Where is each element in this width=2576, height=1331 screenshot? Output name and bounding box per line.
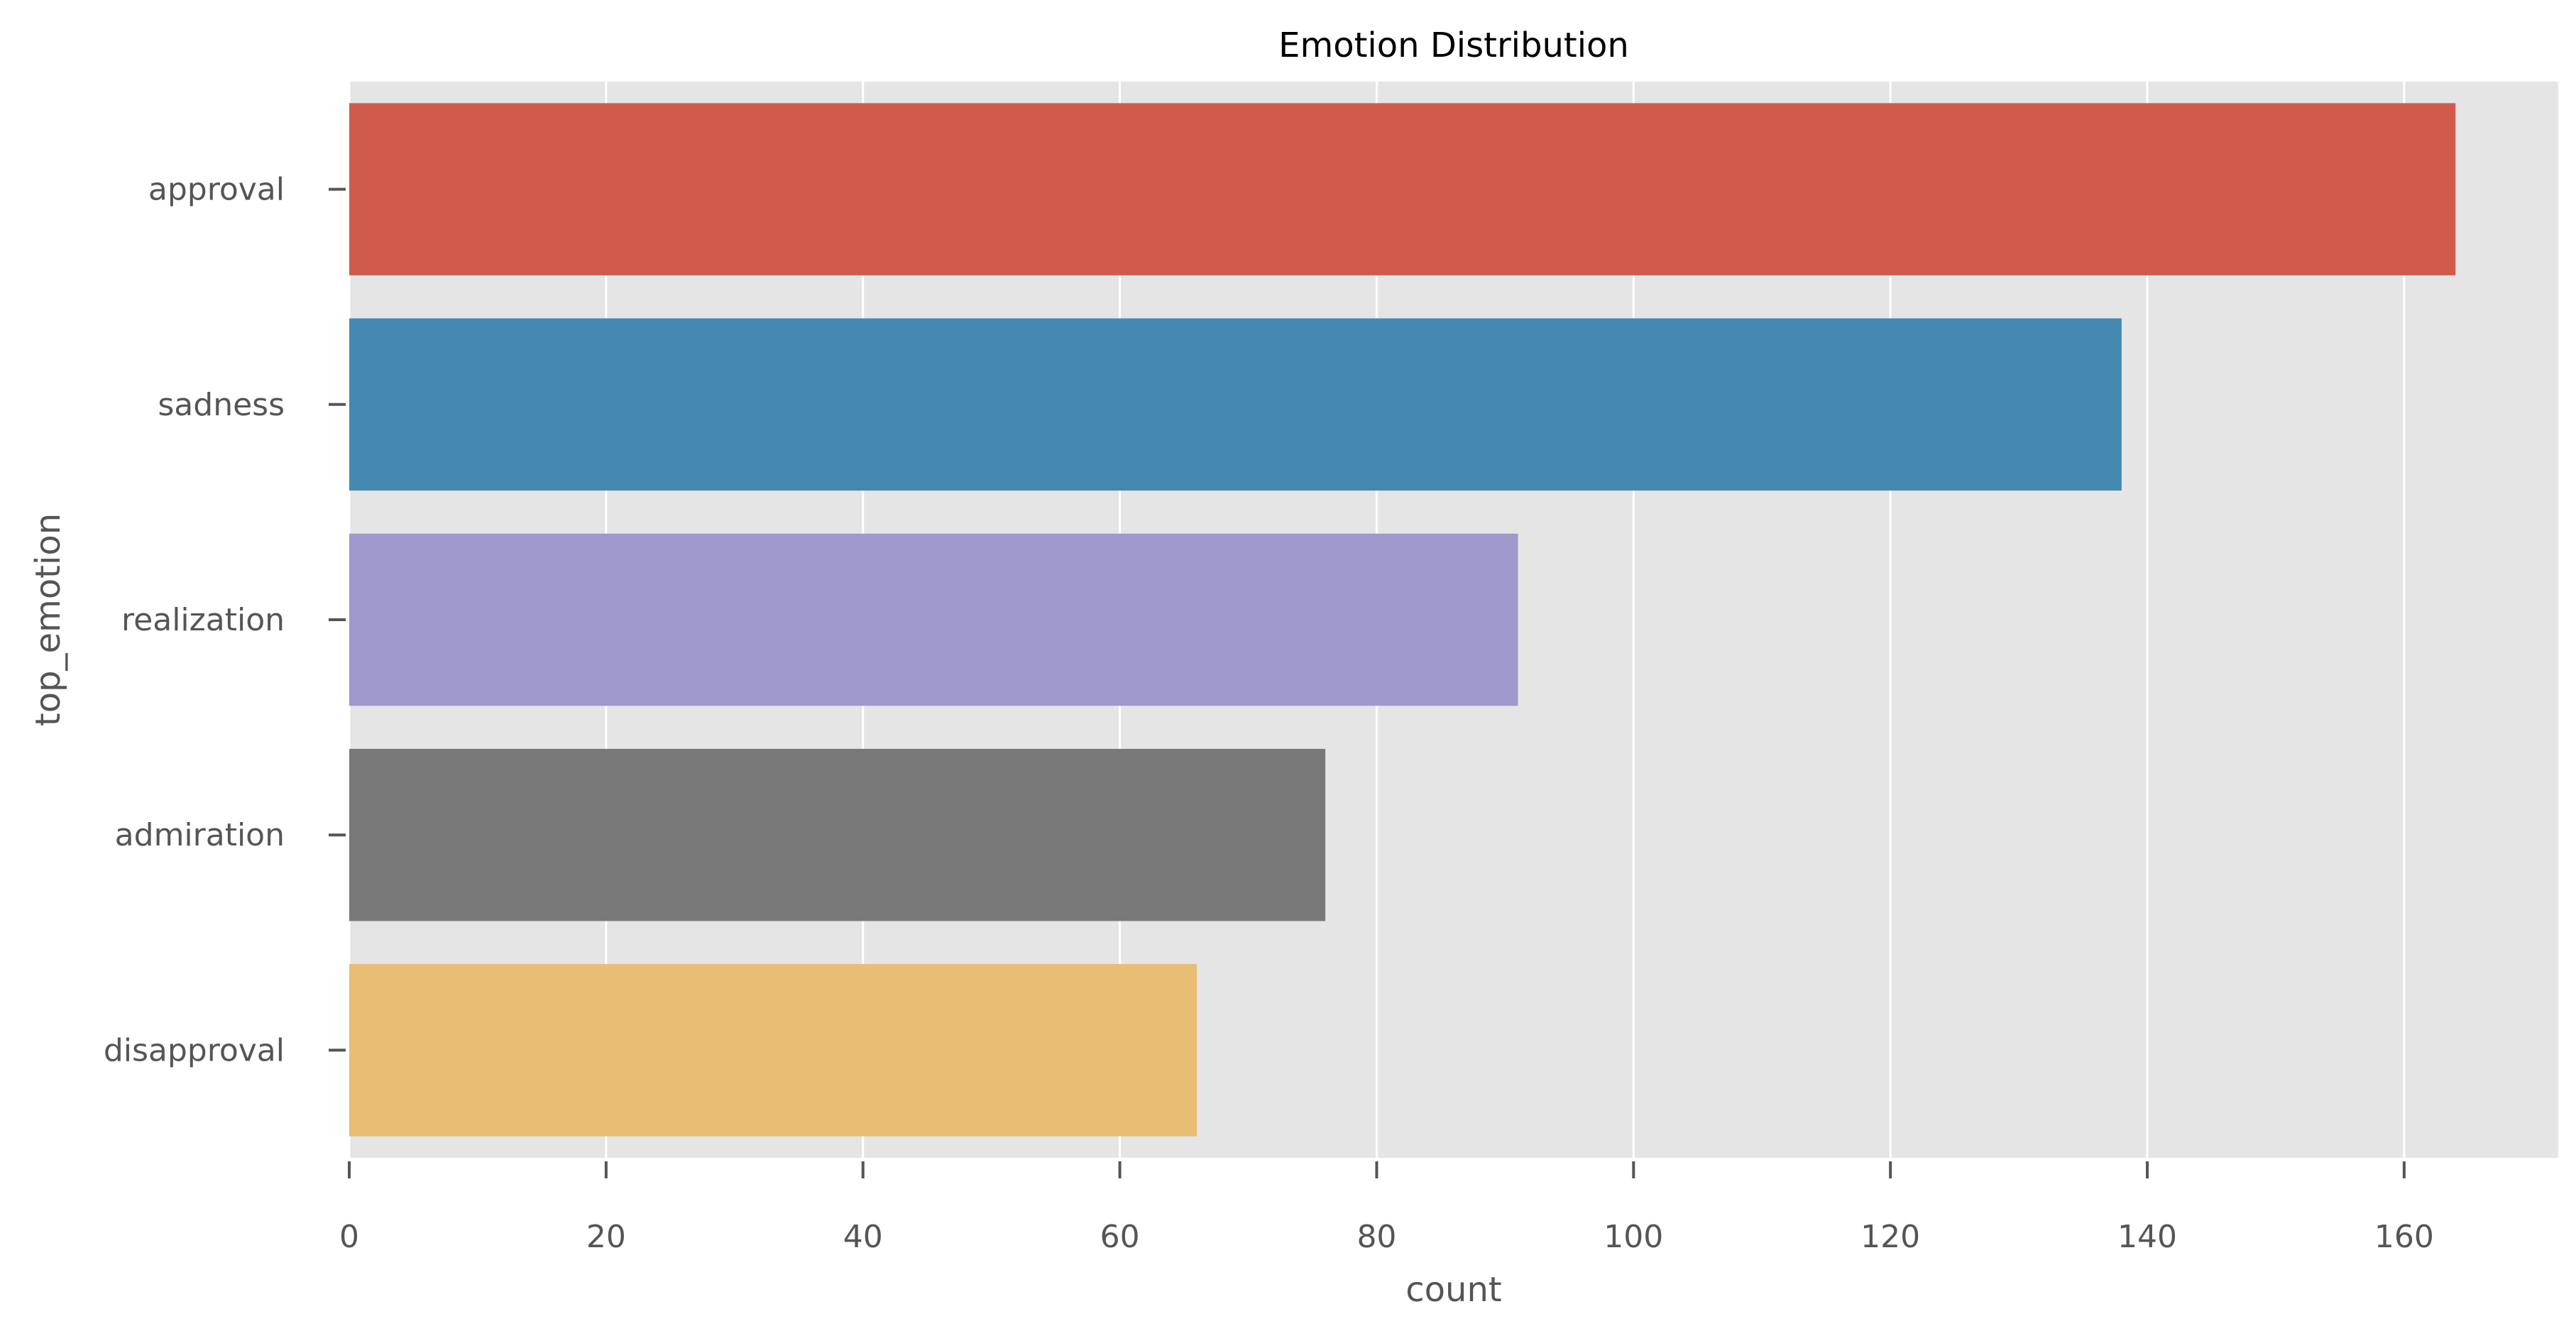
- bar-admiration: [349, 748, 1326, 921]
- x-tick-label: 80: [1356, 1219, 1396, 1255]
- x-tick-label: 140: [2117, 1219, 2177, 1255]
- bar-approval: [349, 103, 2456, 275]
- x-tick-label: 20: [586, 1219, 626, 1255]
- y-axis-label: top_emotion: [28, 513, 68, 726]
- y-tick-label: disapproval: [104, 1032, 285, 1068]
- y-tick-label: admiration: [115, 817, 285, 853]
- x-tick-label: 40: [843, 1219, 883, 1255]
- y-tick-label: realization: [121, 602, 285, 638]
- bars: [349, 103, 2456, 1136]
- x-axis-ticks: 0 20 40 60 80 100 120 140 160: [339, 1161, 2434, 1255]
- x-tick-label: 160: [2374, 1219, 2434, 1255]
- chart-title: Emotion Distribution: [1278, 26, 1629, 65]
- bar-disapproval: [349, 964, 1197, 1136]
- x-tick-label: 100: [1604, 1219, 1663, 1255]
- y-tick-label: sadness: [158, 387, 285, 423]
- bar-sadness: [349, 318, 2122, 491]
- y-tick-label: approval: [148, 172, 285, 208]
- x-tick-label: 120: [1860, 1219, 1920, 1255]
- x-axis-label: count: [1405, 1270, 1501, 1310]
- y-axis-ticks: approval sadness realization admiration disa…: [104, 172, 346, 1068]
- x-tick-label: 0: [339, 1219, 359, 1255]
- x-tick-label: 60: [1100, 1219, 1140, 1255]
- bar-realization: [349, 533, 1518, 706]
